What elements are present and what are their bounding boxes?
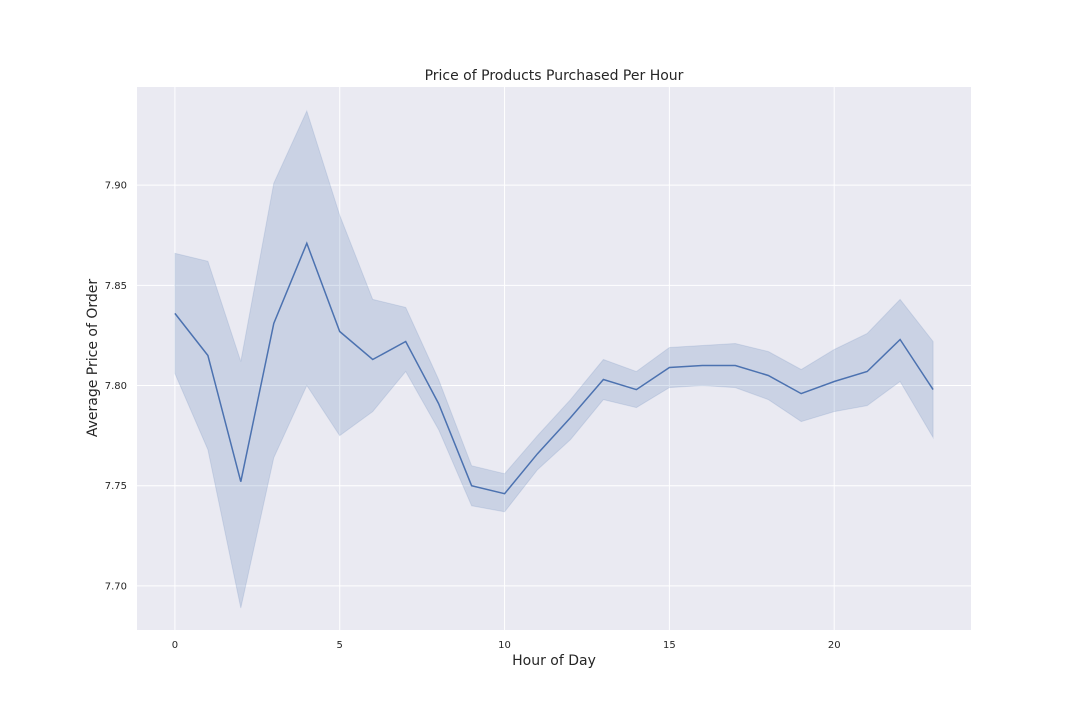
y-tick-label: 7.70 — [105, 581, 127, 592]
y-axis-title: Average Price of Order — [85, 279, 101, 438]
data-point — [866, 370, 868, 372]
data-point — [536, 452, 538, 454]
data-point — [899, 338, 901, 340]
data-point — [339, 330, 341, 332]
data-point — [207, 354, 209, 356]
x-tick-label: 5 — [337, 640, 343, 651]
x-axis-ticks: 0 5 10 15 20 — [172, 640, 841, 651]
y-axis-ticks: 7.70 7.75 7.80 7.85 7.90 — [105, 181, 127, 593]
series-line — [174, 241, 934, 495]
data-point — [470, 485, 472, 487]
data-point — [602, 378, 604, 380]
x-tick-label: 0 — [172, 640, 178, 651]
chart-title: Price of Products Purchased Per Hour — [425, 68, 684, 84]
data-point — [800, 392, 802, 394]
data-point — [174, 312, 176, 314]
data-point — [306, 242, 308, 244]
x-tick-label: 10 — [498, 640, 511, 651]
data-point — [932, 388, 934, 390]
data-point — [701, 364, 703, 366]
y-tick-label: 7.80 — [105, 381, 127, 392]
data-point — [437, 402, 439, 404]
data-point — [635, 388, 637, 390]
y-tick-label: 7.90 — [105, 181, 127, 192]
data-point — [371, 358, 373, 360]
grid-lines — [137, 87, 971, 630]
data-point — [668, 366, 670, 368]
x-tick-label: 20 — [828, 640, 841, 651]
data-point — [734, 364, 736, 366]
data-point — [240, 481, 242, 483]
x-axis-title: Hour of Day — [512, 653, 596, 669]
confidence-band — [174, 109, 934, 609]
plot-background — [137, 87, 971, 630]
data-point — [569, 416, 571, 418]
y-tick-label: 7.85 — [105, 281, 127, 292]
data-point — [767, 374, 769, 376]
data-point — [404, 340, 406, 342]
data-point — [503, 493, 505, 495]
data-point — [833, 380, 835, 382]
y-tick-label: 7.75 — [105, 481, 127, 492]
data-point — [273, 322, 275, 324]
x-tick-label: 15 — [663, 640, 676, 651]
